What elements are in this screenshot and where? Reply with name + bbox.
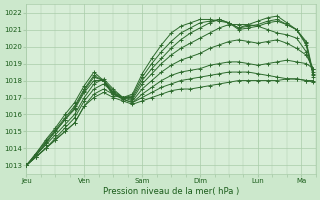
X-axis label: Pression niveau de la mer( hPa ): Pression niveau de la mer( hPa ) [103, 187, 239, 196]
